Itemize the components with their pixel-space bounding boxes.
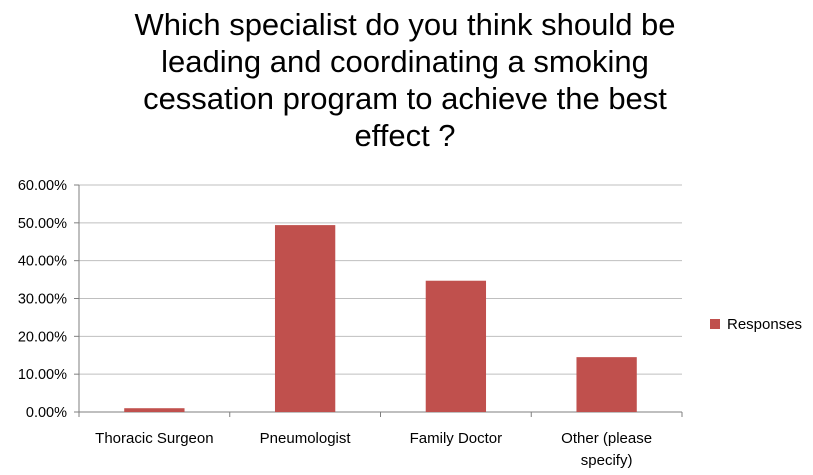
legend-swatch <box>710 319 720 329</box>
x-tick-label: Family Doctor <box>410 430 503 447</box>
y-tick-label: 0.00% <box>26 405 67 421</box>
y-tick-label: 10.00% <box>18 367 67 383</box>
y-tick-label: 30.00% <box>18 292 67 308</box>
legend-label: Responses <box>727 316 802 333</box>
bar <box>124 408 185 412</box>
x-tick-label: Thoracic Surgeon <box>95 430 213 447</box>
y-tick-label: 50.00% <box>18 216 67 232</box>
bar <box>576 357 637 412</box>
y-tick-label: 40.00% <box>18 254 67 270</box>
chart-title: Which specialist do you think should be … <box>40 6 770 154</box>
y-tick-label: 20.00% <box>18 329 67 345</box>
chart-title-line-4: effect ? <box>354 118 456 153</box>
bar <box>274 225 336 412</box>
x-tick-label: Other (please <box>561 430 652 447</box>
chart-title-line-2: leading and coordinating a smoking <box>161 44 649 79</box>
y-tick-label: 60.00% <box>18 178 67 194</box>
chart-title-line-3: cessation program to achieve the best <box>143 81 667 116</box>
x-tick-label: Pneumologist <box>260 430 352 447</box>
bar <box>425 280 487 412</box>
chart-title-line-1: Which specialist do you think should be <box>134 7 676 42</box>
x-tick-label: specify) <box>581 452 633 469</box>
